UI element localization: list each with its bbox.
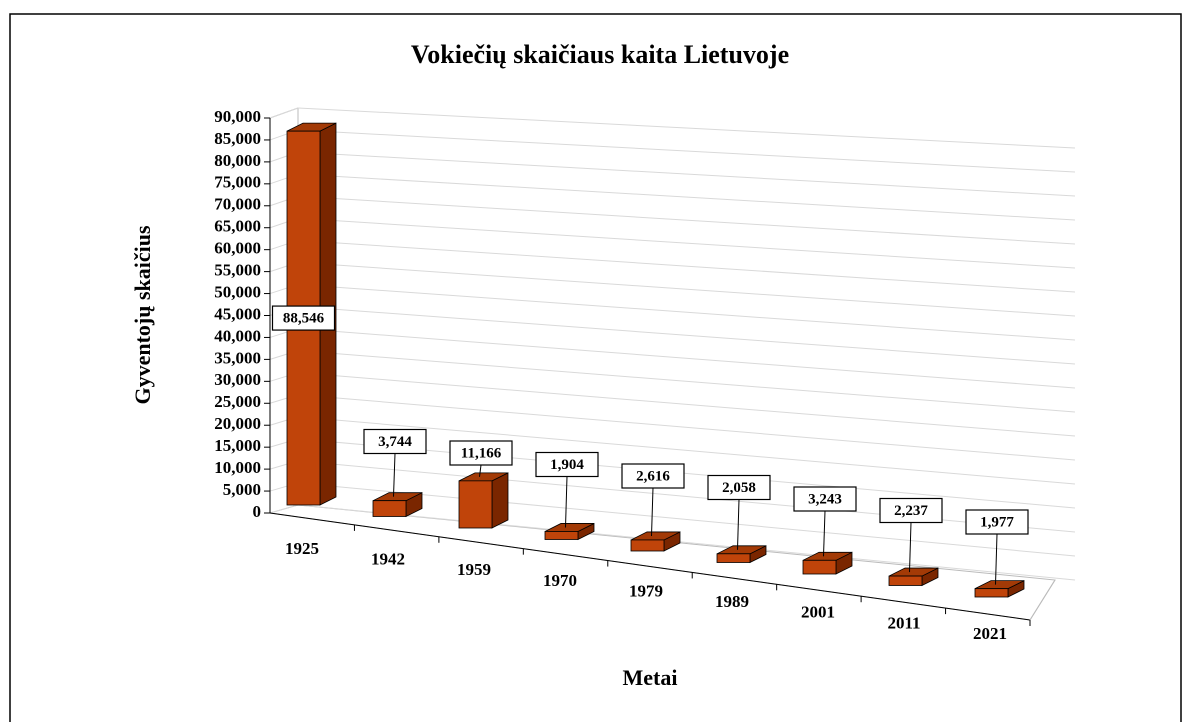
label-leader bbox=[479, 464, 482, 477]
x-tick-label: 1970 bbox=[543, 571, 577, 590]
label-leader bbox=[565, 476, 568, 528]
label-leader bbox=[995, 533, 998, 585]
y-tick-label: 70,000 bbox=[214, 195, 261, 214]
bar-front bbox=[716, 553, 751, 563]
value-label-box bbox=[449, 440, 513, 466]
y-tick-label: 0 bbox=[253, 502, 262, 521]
grid-line bbox=[297, 460, 1076, 533]
grid-line bbox=[297, 504, 1076, 581]
grid-line bbox=[297, 372, 1076, 437]
label-leader bbox=[651, 487, 654, 536]
x-tick-label: 1979 bbox=[629, 581, 663, 600]
value-label-box bbox=[965, 509, 1029, 535]
value-label: 88,546 bbox=[283, 311, 325, 327]
y-tick-label: 85,000 bbox=[214, 129, 261, 148]
y-tick-label: 35,000 bbox=[214, 348, 261, 367]
grid-line bbox=[297, 306, 1076, 365]
bar bbox=[458, 472, 509, 529]
y-tick-label: 50,000 bbox=[214, 282, 261, 301]
value-label: 2,237 bbox=[894, 503, 928, 519]
bar-front bbox=[630, 539, 665, 552]
grid-line bbox=[297, 416, 1076, 485]
grid-line bbox=[297, 129, 1076, 173]
grid-line bbox=[297, 328, 1076, 389]
bar bbox=[630, 531, 681, 552]
bar bbox=[974, 580, 1025, 598]
value-label-box bbox=[535, 451, 599, 478]
y-tick-label: 20,000 bbox=[214, 414, 261, 433]
value-label: 2,058 bbox=[722, 480, 756, 496]
bar-side bbox=[491, 472, 509, 529]
y-tick-label: 65,000 bbox=[214, 217, 261, 236]
bar-front bbox=[888, 575, 923, 586]
x-axis bbox=[269, 512, 1031, 621]
y-tick-label: 5,000 bbox=[223, 480, 261, 499]
value-label-box bbox=[879, 497, 943, 524]
bar-front bbox=[802, 559, 837, 575]
value-label: 2,616 bbox=[636, 468, 670, 484]
value-label-box bbox=[707, 474, 771, 501]
bar-front bbox=[544, 531, 579, 540]
value-label-box bbox=[793, 486, 857, 512]
grid-line bbox=[297, 394, 1076, 461]
grid-line bbox=[297, 261, 1076, 317]
value-label-box bbox=[621, 463, 685, 489]
y-axis-label: Gyventojų skaičius bbox=[130, 225, 155, 405]
grid-line bbox=[297, 283, 1076, 341]
bar-front bbox=[372, 500, 407, 517]
y-tick-label: 30,000 bbox=[214, 370, 261, 389]
y-tick-label: 55,000 bbox=[214, 261, 261, 280]
label-leader bbox=[823, 510, 826, 557]
y-tick-label: 15,000 bbox=[214, 436, 261, 455]
x-tick-label: 2011 bbox=[887, 613, 920, 632]
value-label-box bbox=[363, 428, 427, 455]
bar bbox=[888, 567, 939, 587]
value-label: 3,243 bbox=[808, 491, 842, 507]
y-tick-label: 10,000 bbox=[214, 458, 261, 477]
y-tick-label: 60,000 bbox=[214, 239, 261, 258]
y-tick-label: 75,000 bbox=[214, 173, 261, 192]
grid-line bbox=[297, 173, 1076, 221]
grid-line bbox=[297, 350, 1076, 413]
value-label-box bbox=[271, 305, 336, 331]
right-edge bbox=[1029, 579, 1056, 621]
x-tick-label: 1959 bbox=[457, 560, 491, 579]
bar bbox=[802, 551, 853, 575]
grid-line bbox=[297, 151, 1076, 197]
y-tick-label: 45,000 bbox=[214, 304, 261, 323]
x-axis-label: Metai bbox=[623, 665, 678, 690]
value-label: 1,977 bbox=[980, 514, 1014, 530]
bar bbox=[716, 545, 767, 564]
grid-line bbox=[297, 482, 1076, 557]
bar bbox=[372, 492, 423, 518]
x-tick-label: 1942 bbox=[371, 550, 405, 569]
y-tick-label: 90,000 bbox=[214, 107, 261, 126]
label-leader bbox=[737, 499, 740, 550]
value-label: 3,744 bbox=[378, 434, 412, 450]
chart-title: Vokiečių skaičiaus kaita Lietuvoje bbox=[411, 40, 789, 69]
label-leader bbox=[393, 453, 396, 497]
grid-line-side bbox=[269, 107, 299, 119]
x-tick-label: 2021 bbox=[973, 624, 1007, 643]
y-tick-label: 80,000 bbox=[214, 151, 261, 170]
x-tick-label: 1925 bbox=[285, 539, 319, 558]
bar bbox=[544, 522, 595, 541]
grid-line bbox=[297, 195, 1076, 245]
label-leader bbox=[909, 522, 912, 573]
bar-front bbox=[974, 588, 1009, 598]
grid-line-side bbox=[269, 504, 299, 514]
y-tick-label: 25,000 bbox=[214, 392, 261, 411]
grid-line bbox=[297, 239, 1076, 293]
x-tick-label: 1989 bbox=[715, 592, 749, 611]
y-tick-label: 40,000 bbox=[214, 326, 261, 345]
bar-front bbox=[458, 480, 493, 529]
x-tick-label: 2001 bbox=[801, 603, 835, 622]
grid-line bbox=[297, 217, 1076, 269]
value-label: 1,904 bbox=[550, 457, 584, 473]
value-label: 11,166 bbox=[461, 445, 502, 461]
grid-line bbox=[297, 438, 1076, 509]
grid-line bbox=[297, 107, 1076, 149]
